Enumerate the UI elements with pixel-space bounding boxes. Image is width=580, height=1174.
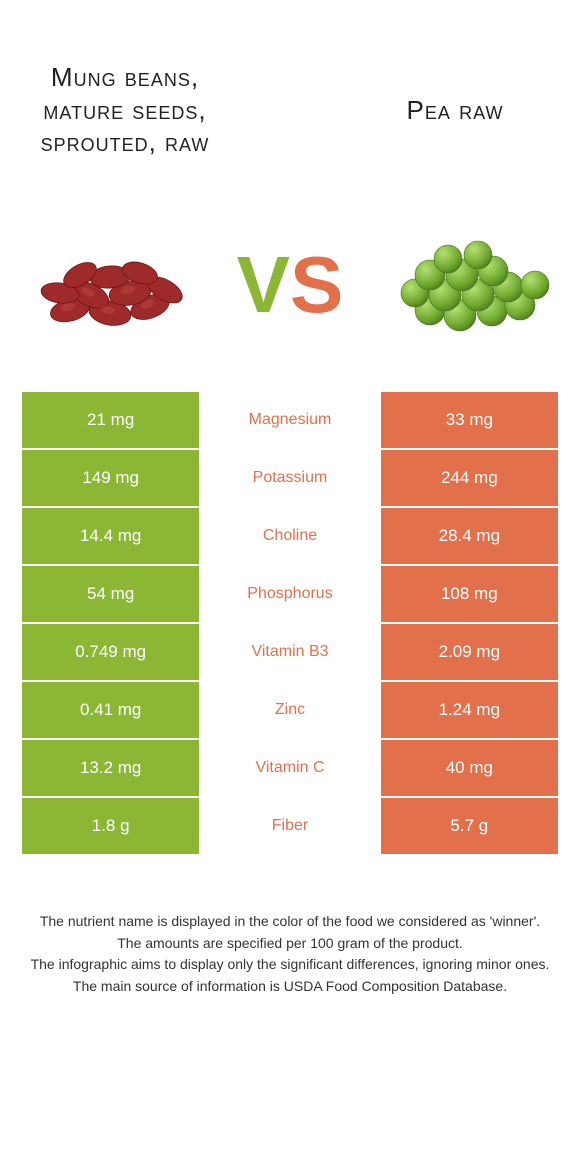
nutrient-name: Potassium	[200, 449, 379, 507]
table-row: 14.4 mgCholine28.4 mg	[21, 507, 559, 565]
table-row: 54 mgPhosphorus108 mg	[21, 565, 559, 623]
right-value: 108 mg	[380, 565, 559, 623]
vs-s: S	[290, 239, 343, 331]
left-value: 14.4 mg	[21, 507, 200, 565]
left-value: 1.8 g	[21, 797, 200, 855]
right-food-image	[380, 220, 560, 350]
table-row: 0.41 mgZinc1.24 mg	[21, 681, 559, 739]
right-value: 1.24 mg	[380, 681, 559, 739]
nutrient-name: Zinc	[200, 681, 379, 739]
left-value: 0.41 mg	[21, 681, 200, 739]
nutrient-name: Choline	[200, 507, 379, 565]
nutrient-comparison-table: 21 mgMagnesium33 mg149 mgPotassium244 mg…	[20, 390, 560, 856]
footer-line-3: The infographic aims to display only the…	[20, 954, 560, 976]
table-row: 1.8 gFiber5.7 g	[21, 797, 559, 855]
right-value: 2.09 mg	[380, 623, 559, 681]
footer-line-2: The amounts are specified per 100 gram o…	[20, 933, 560, 955]
left-value: 149 mg	[21, 449, 200, 507]
nutrient-name: Fiber	[200, 797, 379, 855]
right-value: 33 mg	[380, 391, 559, 449]
footer-line-4: The main source of information is USDA F…	[20, 976, 560, 998]
right-value: 40 mg	[380, 739, 559, 797]
nutrient-name: Vitamin B3	[200, 623, 379, 681]
left-value: 0.749 mg	[21, 623, 200, 681]
left-value: 21 mg	[21, 391, 200, 449]
right-value: 244 mg	[380, 449, 559, 507]
left-value: 54 mg	[21, 565, 200, 623]
nutrient-name: Vitamin C	[200, 739, 379, 797]
left-value: 13.2 mg	[21, 739, 200, 797]
table-row: 149 mgPotassium244 mg	[21, 449, 559, 507]
vs-v: V	[237, 239, 290, 331]
footer-line-1: The nutrient name is displayed in the co…	[20, 911, 560, 933]
vs-label: VS	[237, 239, 344, 331]
right-value: 28.4 mg	[380, 507, 559, 565]
table-row: 0.749 mgVitamin B32.09 mg	[21, 623, 559, 681]
nutrient-name: Phosphorus	[200, 565, 379, 623]
right-food-title: Pea raw	[370, 94, 540, 127]
table-row: 13.2 mgVitamin C40 mg	[21, 739, 559, 797]
left-food-image	[20, 220, 200, 350]
left-food-title: Mung beans, mature seeds, sprouted, raw	[40, 61, 210, 159]
nutrient-name: Magnesium	[200, 391, 379, 449]
right-value: 5.7 g	[380, 797, 559, 855]
table-row: 21 mgMagnesium33 mg	[21, 391, 559, 449]
